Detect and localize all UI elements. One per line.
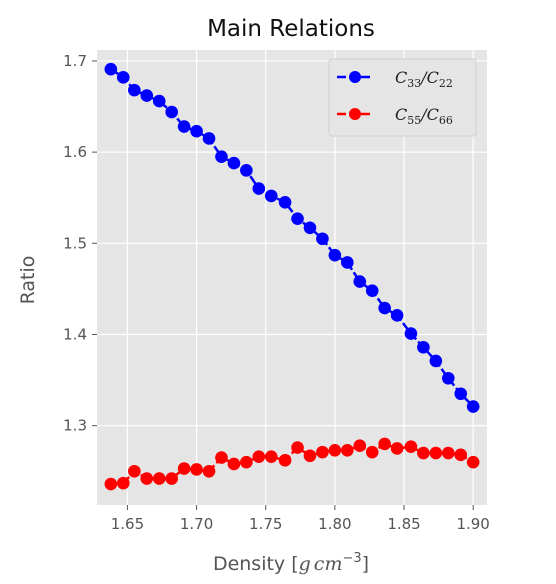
data-point-1 <box>390 442 404 455</box>
x-tick-label: 1.70 <box>180 515 213 533</box>
legend-label-0: C33/C22 <box>395 68 453 90</box>
data-point-1 <box>128 464 141 478</box>
x-tick-label: 1.90 <box>456 515 489 533</box>
data-point-0 <box>264 189 278 203</box>
x-axis-label: Density [g cm−3] <box>213 551 369 575</box>
data-point-0 <box>378 301 391 315</box>
data-point-0 <box>227 156 241 170</box>
data-point-1 <box>441 446 455 460</box>
y-axis-label: Ratio <box>17 256 39 305</box>
data-point-0 <box>291 212 304 225</box>
data-point-1 <box>316 445 329 459</box>
data-point-1 <box>240 455 253 469</box>
data-point-1 <box>454 448 468 462</box>
x-tick-label: 1.75 <box>249 515 282 533</box>
data-point-1 <box>303 449 317 463</box>
data-point-0 <box>303 221 317 235</box>
data-point-0 <box>328 248 342 262</box>
data-point-1 <box>365 445 379 459</box>
data-point-0 <box>365 284 379 298</box>
data-point-0 <box>128 83 141 97</box>
data-point-0 <box>466 400 480 413</box>
data-point-0 <box>454 387 468 401</box>
legend-entry-1: C55/C66 <box>337 105 453 127</box>
y-tick-label: 1.7 <box>63 52 87 70</box>
legend-marker-1 <box>349 108 361 120</box>
data-point-0 <box>152 94 166 108</box>
data-point-0 <box>252 182 266 195</box>
data-point-0 <box>104 62 118 76</box>
data-point-0 <box>215 150 228 163</box>
y-tick-label: 1.5 <box>63 234 87 252</box>
data-point-1 <box>466 455 480 469</box>
data-point-0 <box>165 105 178 119</box>
data-point-1 <box>378 437 391 451</box>
data-point-1 <box>190 463 203 476</box>
data-point-1 <box>291 441 304 454</box>
data-point-0 <box>390 309 404 322</box>
data-point-1 <box>140 472 154 485</box>
legend-marker-0 <box>349 71 361 83</box>
data-point-0 <box>353 275 367 288</box>
x-tick-label: 1.65 <box>111 515 144 533</box>
data-point-1 <box>165 472 178 485</box>
legend-label-1: C55/C66 <box>395 105 453 127</box>
data-point-0 <box>240 164 253 177</box>
data-point-0 <box>429 354 443 368</box>
data-point-1 <box>215 451 228 464</box>
data-point-1 <box>252 450 266 463</box>
data-point-0 <box>177 120 191 133</box>
y-tick-label: 1.6 <box>63 143 87 161</box>
data-point-0 <box>202 132 216 145</box>
x-tick-label: 1.80 <box>318 515 351 533</box>
data-point-0 <box>404 327 418 340</box>
data-point-1 <box>264 450 278 463</box>
data-point-1 <box>429 446 443 460</box>
y-tick-label: 1.3 <box>63 417 87 435</box>
data-point-1 <box>353 439 367 453</box>
data-point-0 <box>140 89 154 102</box>
legend-entry-0: C33/C22 <box>337 68 453 90</box>
data-point-1 <box>152 472 166 485</box>
data-point-0 <box>316 232 329 246</box>
chart-title: Main Relations <box>207 16 375 42</box>
data-point-1 <box>227 457 241 471</box>
data-point-1 <box>278 454 292 467</box>
data-point-0 <box>341 256 354 269</box>
data-point-0 <box>190 124 203 138</box>
data-point-0 <box>278 195 292 209</box>
data-point-0 <box>116 71 130 84</box>
data-point-1 <box>417 446 430 460</box>
data-point-1 <box>202 464 216 478</box>
legend: C33/C22 C55/C66 <box>328 58 477 137</box>
data-point-1 <box>404 440 418 453</box>
y-tick-label: 1.4 <box>63 325 87 343</box>
data-point-0 <box>417 340 430 354</box>
x-tick-label: 1.85 <box>387 515 420 533</box>
data-point-1 <box>104 477 118 491</box>
data-point-1 <box>341 443 354 457</box>
data-point-1 <box>328 443 342 457</box>
data-point-0 <box>441 371 455 385</box>
data-point-1 <box>177 462 191 475</box>
data-point-1 <box>116 476 130 490</box>
